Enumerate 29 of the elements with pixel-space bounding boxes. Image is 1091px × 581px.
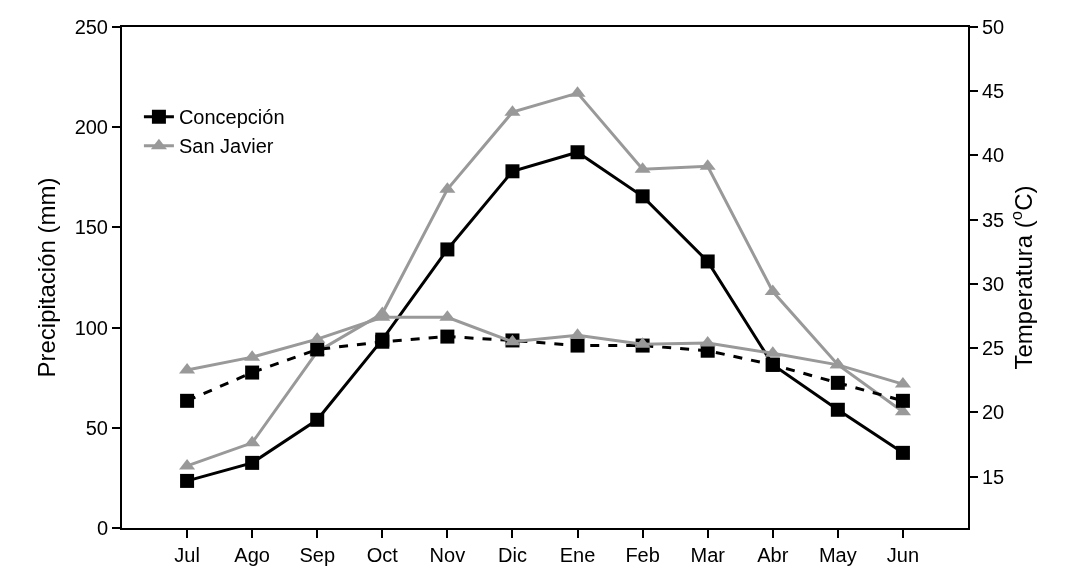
y2-tick-label: 40 bbox=[982, 144, 1005, 167]
x-tick-label: Nov bbox=[429, 544, 466, 566]
legend-label: Concepción bbox=[178, 106, 285, 129]
x-tick-label: May bbox=[818, 544, 857, 566]
y-tick-label: 0 bbox=[96, 517, 108, 539]
x-tick-label: Mar bbox=[690, 544, 726, 566]
y2-tick-label: 20 bbox=[982, 401, 1005, 424]
y2-tick-label: 45 bbox=[982, 80, 1005, 103]
legend-label: San Javier bbox=[178, 135, 274, 158]
y2-tick-label: 50 bbox=[982, 16, 1005, 38]
y-tick-label: 100 bbox=[74, 316, 108, 339]
x-tick-label: Abr bbox=[757, 544, 789, 566]
y-tick-label: 250 bbox=[74, 16, 108, 38]
y-tick-label: 150 bbox=[74, 216, 108, 239]
x-tick-label: Jun bbox=[886, 544, 920, 566]
y-axis-title: Precipitación (mm) bbox=[33, 177, 61, 378]
y2-tick-label: 30 bbox=[982, 272, 1005, 295]
x-tick-label: Dic bbox=[498, 544, 527, 566]
x-tick-label: Sep bbox=[299, 544, 336, 566]
y-tick-label: 200 bbox=[74, 116, 108, 139]
y2-tick-label: 25 bbox=[982, 337, 1005, 360]
y2-tick-label: 15 bbox=[982, 465, 1005, 488]
y-tick-label: 50 bbox=[85, 416, 108, 439]
x-tick-label: Oct bbox=[366, 544, 399, 566]
y2-tick-label: 35 bbox=[982, 208, 1005, 231]
x-tick-label: Jul bbox=[174, 544, 200, 566]
x-tick-label: Ago bbox=[234, 544, 270, 566]
x-tick-label: Ene bbox=[559, 544, 596, 566]
x-tick-label: Feb bbox=[625, 544, 660, 566]
